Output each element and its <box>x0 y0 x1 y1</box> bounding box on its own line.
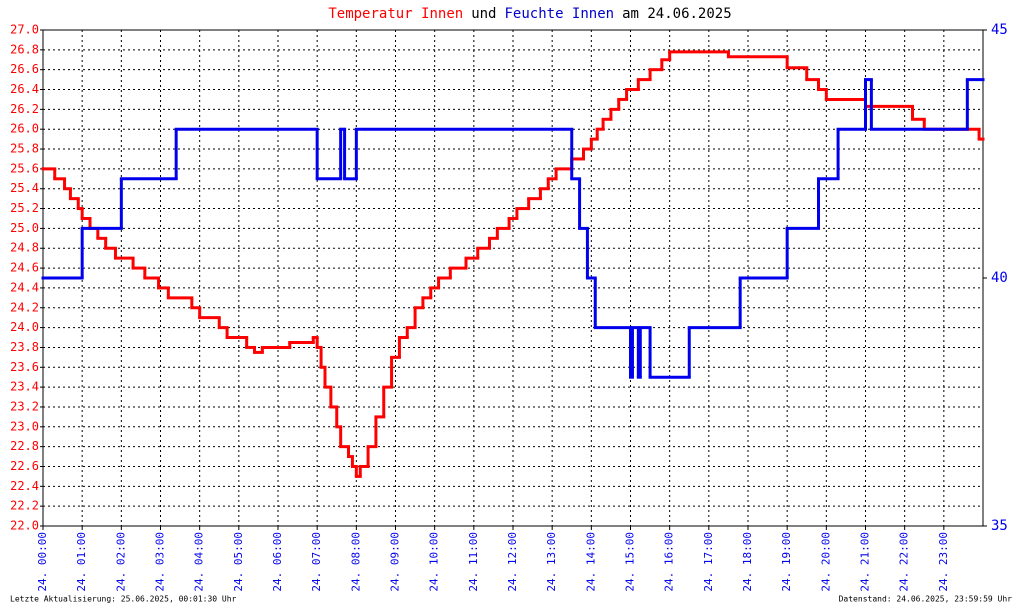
x-tick-label: 24. 06:00 <box>271 532 284 592</box>
chart-title: Temperatur Innen und Feuchte Innen am 24.06… <box>328 6 731 22</box>
x-tick-label: 24. 20:00 <box>819 532 832 592</box>
x-tick-label: 24. 23:00 <box>937 532 950 592</box>
x-tick-label: 24. 14:00 <box>584 532 597 592</box>
x-tick-label: 24. 05:00 <box>232 532 245 592</box>
y-tick-label: 24.4 <box>10 280 39 294</box>
x-tick-label: 24. 16:00 <box>663 532 676 592</box>
x-tick-label: 24. 22:00 <box>898 532 911 592</box>
y-tick-label: 23.2 <box>10 399 39 413</box>
x-tick-label: 24. 13:00 <box>545 532 558 592</box>
y-tick-label: 25.8 <box>10 142 39 156</box>
footer-left: Letzte Aktualisierung: 25.06.2025, 00:01… <box>10 595 237 604</box>
y-tick-label: 25.2 <box>10 201 39 215</box>
title-part: und <box>471 6 496 22</box>
footer-right: Datenstand: 24.06.2025, 23:59:59 Uhr <box>839 595 1013 604</box>
y-tick-label: 22.4 <box>10 479 39 493</box>
y2-tick-label: 45 <box>991 22 1008 38</box>
x-tick-label: 24. 18:00 <box>741 532 754 592</box>
y-tick-label: 26.4 <box>10 82 39 96</box>
x-tick-label: 24. 19:00 <box>780 532 793 592</box>
y-tick-label: 25.4 <box>10 181 39 195</box>
y-tick-label: 23.0 <box>10 419 39 433</box>
x-tick-label: 24. 09:00 <box>389 532 402 592</box>
y-tick-label: 22.8 <box>10 439 39 453</box>
x-tick-label: 24. 21:00 <box>859 532 872 592</box>
y-tick-label: 23.4 <box>10 380 39 394</box>
y-tick-label: 24.2 <box>10 300 39 314</box>
y-tick-label: 26.6 <box>10 62 39 76</box>
x-tick-label: 24. 10:00 <box>428 532 441 592</box>
title-part: Temperatur Innen <box>328 6 463 22</box>
y-tick-label: 26.2 <box>10 102 39 116</box>
x-tick-label: 24. 17:00 <box>702 532 715 592</box>
y-tick-label: 22.6 <box>10 459 39 473</box>
y-tick-label: 26.8 <box>10 42 39 56</box>
x-tick-label: 24. 12:00 <box>506 532 519 592</box>
y-tick-label: 27.0 <box>10 23 39 37</box>
y-tick-label: 26.0 <box>10 122 39 136</box>
y-tick-label: 23.6 <box>10 360 39 374</box>
x-tick-label: 24. 04:00 <box>193 532 206 592</box>
y-tick-label: 25.0 <box>10 221 39 235</box>
y-tick-label: 24.0 <box>10 320 39 334</box>
y-tick-label: 25.6 <box>10 161 39 175</box>
x-tick-label: 24. 01:00 <box>75 532 88 592</box>
x-tick-label: 24. 11:00 <box>467 532 480 592</box>
y2-tick-label: 35 <box>991 518 1008 534</box>
x-tick-label: 24. 00:00 <box>36 532 49 592</box>
x-tick-label: 24. 03:00 <box>154 532 167 592</box>
x-tick-label: 24. 02:00 <box>114 532 127 592</box>
y-tick-label: 22.2 <box>10 499 39 513</box>
y-tick-label: 24.8 <box>10 241 39 255</box>
x-tick-label: 24. 08:00 <box>349 532 362 592</box>
y-tick-label: 23.8 <box>10 340 39 354</box>
y-tick-label: 22.0 <box>10 519 39 533</box>
x-tick-label: 24. 15:00 <box>624 532 637 592</box>
title-part: am 24.06.2025 <box>622 6 732 22</box>
y-tick-label: 24.6 <box>10 261 39 275</box>
title-part: Feuchte Innen <box>505 6 615 22</box>
x-tick-label: 24. 07:00 <box>310 532 323 592</box>
y2-tick-label: 40 <box>991 270 1008 286</box>
